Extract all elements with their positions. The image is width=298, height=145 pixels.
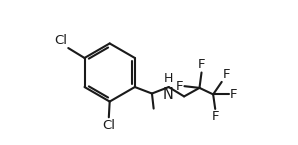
Text: Cl: Cl: [102, 119, 115, 132]
Text: F: F: [229, 88, 237, 101]
Text: F: F: [198, 58, 205, 71]
Text: F: F: [222, 68, 230, 81]
Text: F: F: [212, 110, 219, 123]
Text: Cl: Cl: [54, 34, 67, 47]
Text: N: N: [163, 87, 174, 102]
Text: H: H: [164, 72, 173, 85]
Text: F: F: [176, 80, 184, 93]
